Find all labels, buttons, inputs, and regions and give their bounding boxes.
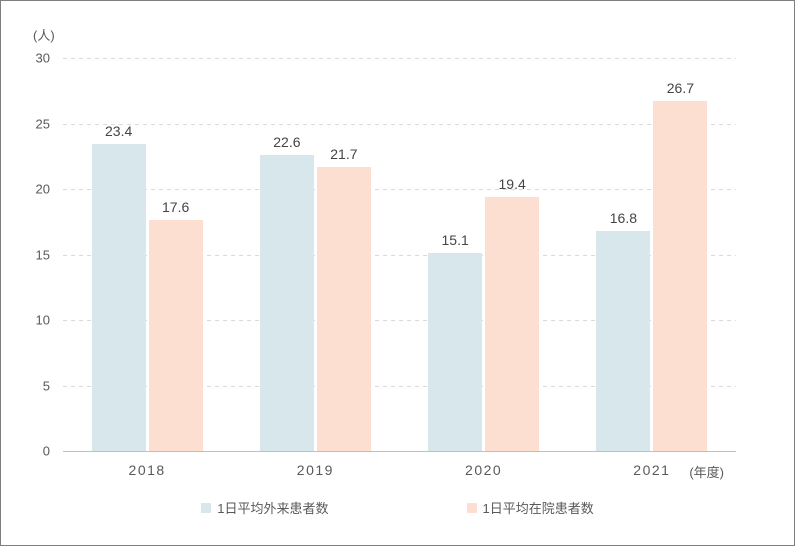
bar-series1-2021: [596, 231, 651, 451]
legend-swatch-icon: [466, 502, 477, 513]
legend-swatch-icon: [201, 502, 212, 513]
bar-series2-2020: [485, 197, 540, 451]
x-tick-label-2020: 2020: [465, 462, 503, 478]
bar-series1-2018: [91, 144, 146, 451]
bar-value-label-series2-2018: 17.6: [162, 199, 190, 215]
y-tick-label-10: 10: [35, 312, 50, 328]
bar-value-label-series1-2020: 15.1: [441, 232, 469, 248]
y-tick-label-0: 0: [42, 443, 50, 459]
x-axis-unit-label: (年度): [689, 465, 724, 480]
bar-value-label-series2-2021: 26.7: [666, 80, 694, 96]
gridline-y-30: [63, 58, 736, 59]
legend-label-1: 1日平均外来患者数: [217, 501, 329, 516]
y-tick-label-30: 30: [35, 50, 50, 66]
x-tick-label-2019: 2019: [296, 462, 334, 478]
x-tick-label-2018: 2018: [128, 462, 166, 478]
bar-value-label-series1-2021: 16.8: [609, 210, 637, 226]
legend-label-2: 1日平均在院患者数: [482, 501, 594, 516]
legend-item-2: 1日平均在院患者数: [466, 498, 594, 517]
plot-area: (年度) 0 5 10 15 20 25 30 23.4 17.6 2018 22.6 21.7 201…: [36, 51, 736, 480]
bar-value-label-series2-2020: 19.4: [498, 176, 526, 192]
bar-series2-2021: [653, 101, 708, 451]
bar-value-label-series1-2018: 23.4: [105, 123, 133, 139]
x-tick-label-2021: 2021: [633, 462, 671, 478]
y-tick-label-15: 15: [35, 247, 50, 262]
gridline-y-25: [63, 123, 736, 125]
gridline-y-5: [63, 385, 736, 387]
gridline-y-10: [63, 320, 736, 321]
bar-value-label-series1-2019: 22.6: [273, 134, 301, 150]
y-axis-unit-label: (人): [33, 28, 55, 43]
bar-value-label-series2-2019: 21.7: [330, 146, 358, 162]
bar-series1-2020: [428, 253, 483, 451]
legend-item-1: 1日平均外来患者数: [201, 498, 329, 517]
y-tick-label-20: 20: [35, 181, 50, 197]
gridline-y-20: [63, 189, 736, 190]
bar-series2-2019: [316, 167, 371, 451]
bar-series2-2018: [148, 220, 203, 451]
legend: 1日平均外来患者数 1日平均在院患者数: [1, 498, 794, 517]
bar-series1-2019: [259, 155, 314, 451]
gridline-y-15: [63, 254, 736, 256]
y-tick-label-5: 5: [42, 378, 50, 393]
y-tick-label-25: 25: [35, 116, 50, 131]
